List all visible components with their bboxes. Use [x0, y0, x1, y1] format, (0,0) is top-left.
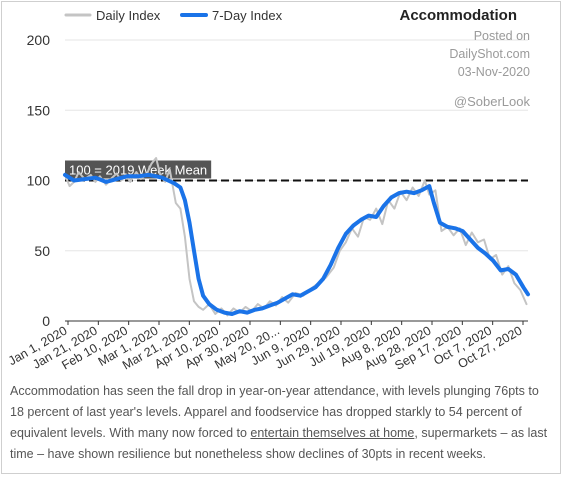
legend-label-0: Daily Index	[96, 8, 161, 23]
chart-title: Accommodation	[399, 7, 517, 24]
watermark-site: DailyShot.com	[449, 47, 530, 61]
watermark-date: 03-Nov-2020	[457, 65, 530, 79]
watermark-posted-on: Posted on	[473, 29, 530, 43]
legend-label-1: 7-Day Index	[212, 8, 283, 23]
y-tick-label-150: 150	[27, 102, 51, 118]
y-tick-label-200: 200	[27, 32, 51, 48]
caption-text-start: Accommodation has seen the fall drop in …	[10, 384, 539, 440]
watermark-handle: @SoberLook	[453, 94, 530, 109]
chart-caption: Accommodation has seen the fall drop in …	[10, 381, 555, 465]
legend: Daily Index 7-Day Index	[64, 8, 283, 23]
y-tick-labels: 0 50 100 150 200	[27, 32, 51, 329]
series-line-daily-index	[64, 157, 528, 317]
caption-text-end: , supermarkets – as last time – have sho…	[10, 426, 548, 461]
series-line-7-day-index	[63, 172, 530, 316]
reference-line-group: 100 = 2019 Week Mean	[65, 160, 528, 182]
y-tick-label-50: 50	[34, 243, 50, 259]
watermark: Posted on DailyShot.com 03-Nov-2020 @Sob…	[449, 27, 530, 111]
caption-link[interactable]: entertain themselves at home	[250, 426, 415, 440]
reference-line-label-bg	[65, 160, 212, 179]
y-tick-label-100: 100	[27, 173, 51, 189]
reference-line-label: 100 = 2019 Week Mean	[69, 163, 207, 178]
series-lines	[63, 157, 530, 317]
y-tick-label-0: 0	[42, 313, 50, 329]
